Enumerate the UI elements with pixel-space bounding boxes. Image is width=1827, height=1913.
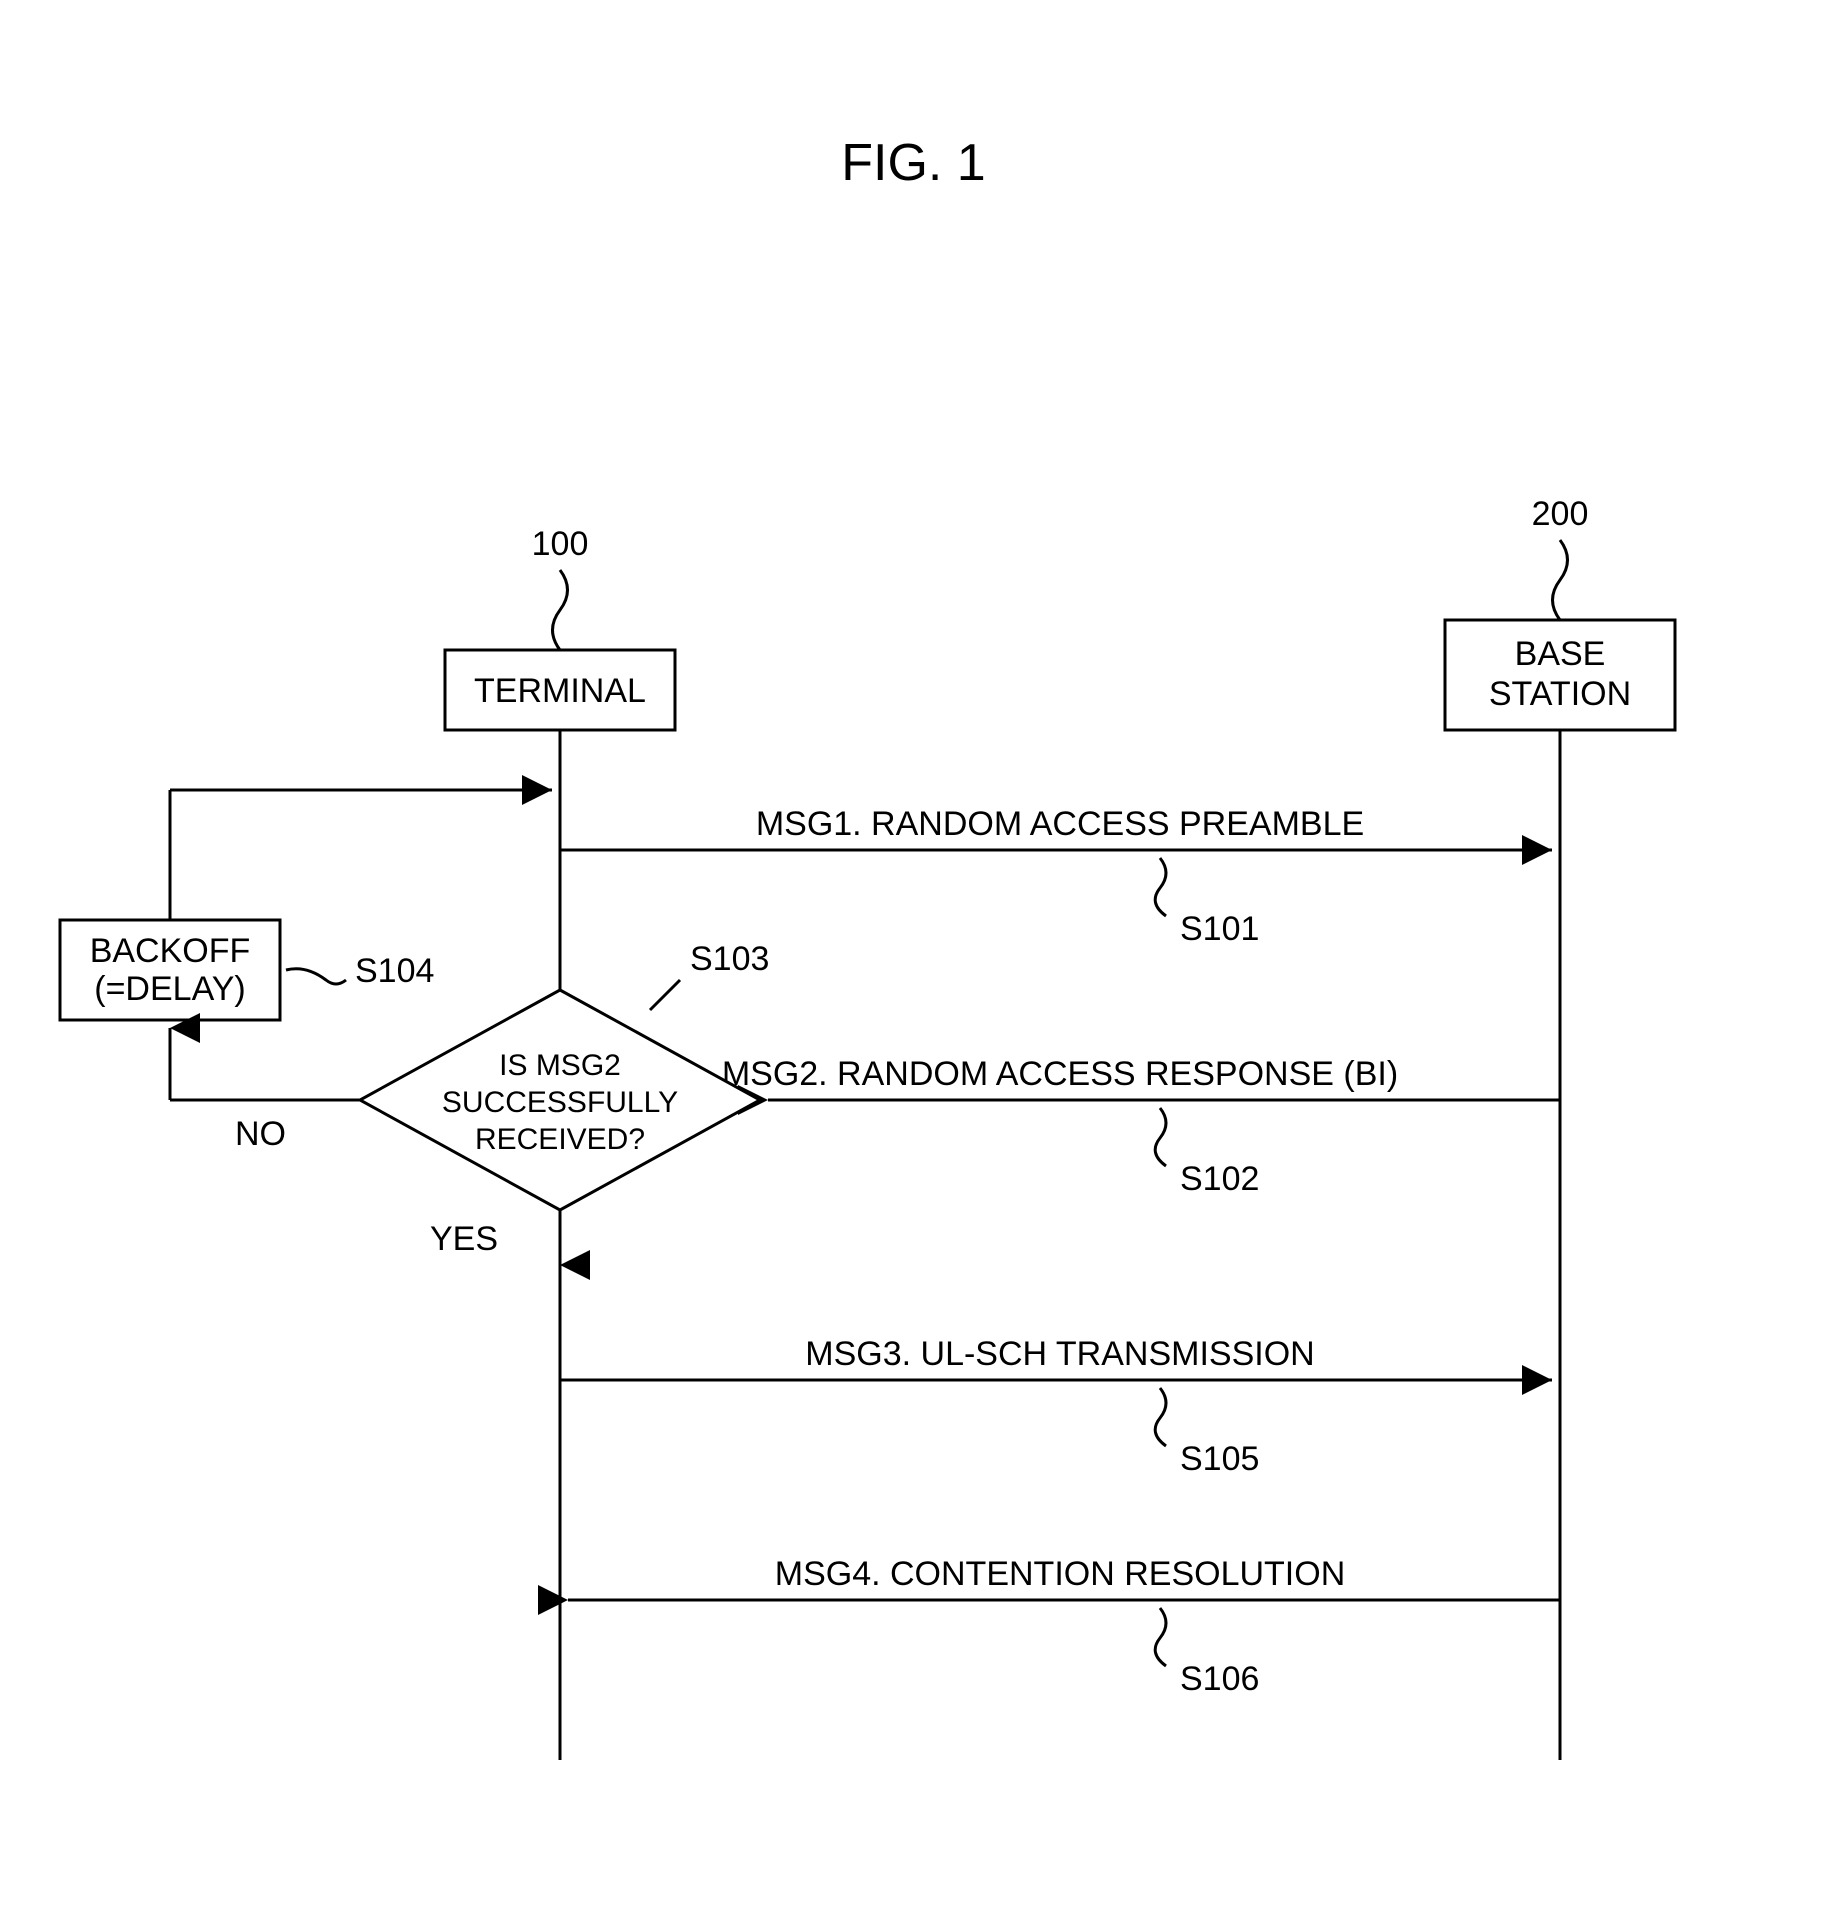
msg2-tag-connector <box>1155 1108 1166 1166</box>
terminal-num: 100 <box>532 525 589 563</box>
backoff-line2: (=DELAY) <box>94 970 245 1008</box>
decision-no-label: NO <box>235 1115 286 1153</box>
msg1-text: MSG1. RANDOM ACCESS PREAMBLE <box>756 805 1364 843</box>
decision-tag-connector <box>650 980 680 1010</box>
backoff-tag-connector <box>286 969 346 984</box>
msg4-tag: S106 <box>1180 1660 1259 1698</box>
backoff-tag: S104 <box>355 952 434 990</box>
msg4-tag-connector <box>1155 1608 1166 1666</box>
msg1-tag-connector <box>1155 858 1166 916</box>
base-num-connector <box>1553 540 1568 620</box>
terminal-label: TERMINAL <box>474 672 646 710</box>
decision-line2: SUCCESSFULLY <box>442 1086 678 1119</box>
msg3-tag-connector <box>1155 1388 1166 1446</box>
msg1-tag: S101 <box>1180 910 1259 948</box>
base-label-1: BASE <box>1515 635 1606 673</box>
terminal-num-connector <box>553 570 568 650</box>
decision-tag: S103 <box>690 940 769 978</box>
decision-line3: RECEIVED? <box>475 1123 645 1156</box>
flowchart-svg: FIG. 1 TERMINAL 100 BASESTATION 200 MSG1. RAN… <box>0 0 1827 1913</box>
figure-title: FIG. 1 <box>841 134 985 192</box>
msg2-text: MSG2. RANDOM ACCESS RESPONSE (BI) <box>722 1055 1398 1093</box>
msg2-tag: S102 <box>1180 1160 1259 1198</box>
decision-line1: IS MSG2 <box>499 1049 621 1082</box>
msg4-text: MSG4. CONTENTION RESOLUTION <box>775 1555 1346 1593</box>
msg3-tag: S105 <box>1180 1440 1259 1478</box>
base-label-2: STATION <box>1489 675 1631 713</box>
msg3-text: MSG3. UL-SCH TRANSMISSION <box>805 1335 1314 1373</box>
base-num: 200 <box>1532 495 1589 533</box>
decision-yes-label: YES <box>430 1220 498 1258</box>
backoff-line1: BACKOFF <box>90 932 251 970</box>
